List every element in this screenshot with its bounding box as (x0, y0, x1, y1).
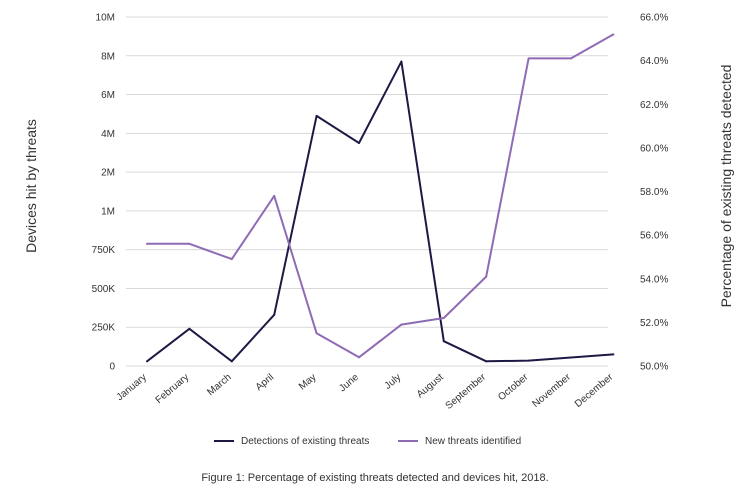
legend: Detections of existing threats New threa… (214, 436, 521, 447)
x-tick-label: November (531, 371, 574, 410)
data-point (146, 242, 148, 245)
right-tick-label: 64.0% (640, 56, 668, 67)
left-tick-label: 500K (92, 284, 116, 295)
data-point (570, 356, 572, 359)
gridlines (126, 16, 608, 367)
legend-label-detections: Detections of existing threats (241, 436, 369, 447)
data-point (570, 57, 572, 60)
left-tick-label: 250K (92, 323, 116, 334)
data-point (230, 360, 233, 363)
data-point (442, 317, 445, 320)
x-tick-label: February (154, 372, 192, 406)
data-point (442, 340, 445, 343)
data-point (400, 60, 403, 63)
left-tick-label: 1M (101, 206, 115, 217)
data-point (485, 360, 488, 363)
x-tick-label: May (297, 372, 319, 393)
left-tick-label: 4M (101, 129, 115, 140)
left-tick-label: 750K (92, 245, 116, 256)
x-tick-label: April (254, 372, 276, 393)
x-tick-label: December (573, 371, 616, 410)
x-tick-label: August (415, 372, 446, 401)
x-tick-label: June (337, 372, 361, 395)
right-tick-label: 58.0% (640, 187, 668, 198)
right-axis-title: Percentage of existing threats detected (718, 65, 734, 308)
x-tick-label: September (444, 371, 489, 411)
series-line-new-threats (147, 33, 614, 359)
figure-caption: Figure 1: Percentage of existing threats… (201, 472, 548, 484)
data-point (358, 356, 360, 359)
legend-label-new-threats: New threats identified (425, 436, 521, 447)
right-tick-label: 62.0% (640, 100, 668, 111)
right-tick-label: 54.0% (640, 274, 668, 285)
right-tick-label: 60.0% (640, 143, 668, 154)
left-tick-label: 6M (101, 90, 115, 101)
right-tick-label: 52.0% (640, 318, 668, 329)
data-point (188, 327, 191, 330)
x-tick-label: July (383, 372, 404, 392)
data-point (485, 275, 488, 278)
right-tick-label: 56.0% (640, 231, 668, 242)
left-tick-label: 8M (101, 51, 115, 62)
right-tick-label: 66.0% (640, 13, 668, 24)
data-point (527, 57, 530, 60)
x-tick-label: January (115, 372, 149, 403)
right-tick-label: 50.0% (640, 362, 668, 373)
data-point (527, 359, 530, 362)
data-point (612, 353, 615, 356)
data-point (188, 242, 191, 245)
data-point (400, 323, 403, 326)
x-tick-label: October (496, 371, 531, 403)
left-tick-label: 2M (101, 168, 115, 179)
right-axis-ticks: 50.0% 52.0% 54.0% 56.0% 58.0% 60.0% 62.0% 64.0%… (640, 13, 668, 373)
data-point (273, 194, 276, 197)
series-line-detections (146, 60, 614, 363)
left-tick-label: 10M (96, 13, 115, 24)
series-lines (146, 33, 615, 363)
data-point (230, 258, 233, 261)
left-axis-ticks: 0 250K 500K 750K 1M 2M 4M 6M 8M 10M (92, 13, 116, 373)
data-point (315, 114, 318, 117)
data-point (612, 33, 615, 36)
data-point (273, 313, 276, 316)
data-point (358, 142, 360, 145)
left-axis-title: Devices hit by threats (23, 119, 39, 253)
x-tick-label: March (205, 372, 233, 398)
data-point (146, 360, 148, 363)
data-point (315, 332, 318, 335)
x-axis-ticks: January February March April May June July Augu… (115, 371, 616, 411)
left-tick-label: 0 (109, 362, 115, 373)
